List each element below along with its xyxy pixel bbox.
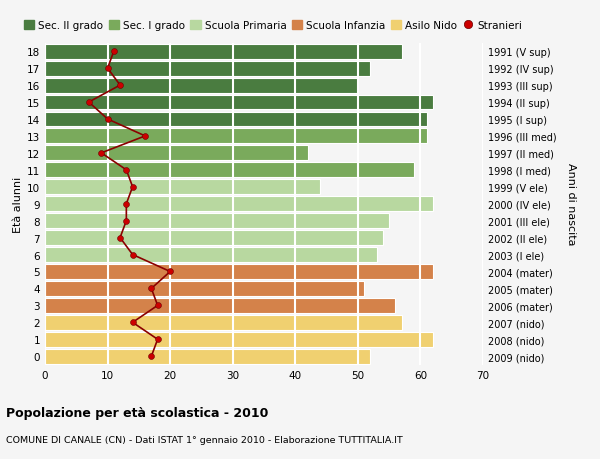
Text: COMUNE DI CANALE (CN) - Dati ISTAT 1° gennaio 2010 - Elaborazione TUTTITALIA.IT: COMUNE DI CANALE (CN) - Dati ISTAT 1° ge… — [6, 435, 403, 444]
Bar — [45, 163, 414, 178]
Point — [128, 319, 137, 326]
Y-axis label: Anni di nascita: Anni di nascita — [566, 163, 576, 246]
Bar — [45, 230, 383, 246]
Point — [115, 235, 125, 242]
Y-axis label: Età alunni: Età alunni — [13, 176, 23, 232]
Bar — [45, 298, 395, 313]
Point — [146, 285, 156, 292]
Legend: Sec. II grado, Sec. I grado, Scuola Primaria, Scuola Infanzia, Asilo Nido, Stran: Sec. II grado, Sec. I grado, Scuola Prim… — [20, 17, 526, 35]
Point — [153, 302, 163, 309]
Point — [122, 201, 131, 208]
Point — [128, 252, 137, 259]
Point — [128, 184, 137, 191]
Point — [115, 82, 125, 90]
Bar — [45, 62, 370, 76]
Point — [97, 150, 106, 157]
Bar — [45, 129, 427, 144]
Bar — [45, 95, 433, 110]
Point — [122, 218, 131, 225]
Point — [122, 167, 131, 174]
Point — [140, 133, 150, 140]
Point — [109, 48, 119, 56]
Bar — [45, 349, 370, 364]
Bar — [45, 264, 433, 280]
Bar — [45, 180, 320, 195]
Bar — [45, 214, 389, 229]
Point — [166, 268, 175, 275]
Point — [153, 336, 163, 343]
Bar — [45, 197, 433, 212]
Bar — [45, 112, 427, 127]
Point — [103, 116, 112, 123]
Point — [146, 353, 156, 360]
Bar — [45, 146, 308, 161]
Text: Popolazione per età scolastica - 2010: Popolazione per età scolastica - 2010 — [6, 406, 268, 419]
Point — [84, 99, 94, 106]
Bar — [45, 45, 401, 60]
Bar — [45, 78, 358, 93]
Bar — [45, 281, 364, 296]
Point — [103, 65, 112, 73]
Bar — [45, 332, 433, 347]
Bar — [45, 247, 377, 263]
Bar — [45, 315, 401, 330]
